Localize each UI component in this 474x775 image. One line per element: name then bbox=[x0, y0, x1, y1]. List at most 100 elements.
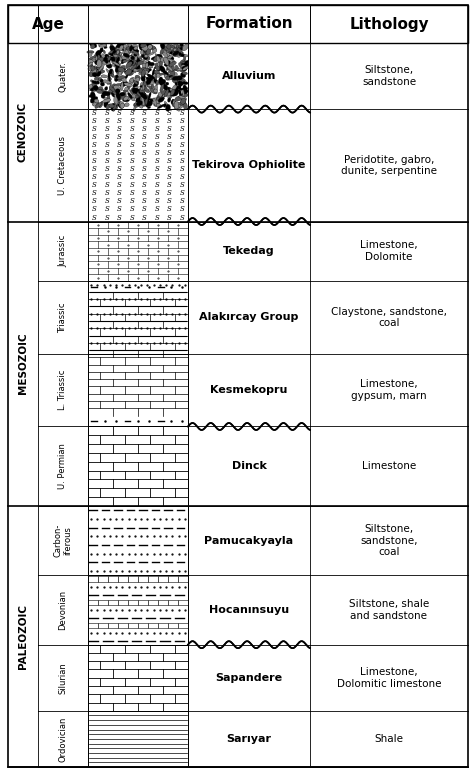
Ellipse shape bbox=[88, 70, 95, 75]
Ellipse shape bbox=[141, 87, 147, 90]
Ellipse shape bbox=[140, 50, 144, 55]
Ellipse shape bbox=[159, 97, 163, 101]
Ellipse shape bbox=[107, 57, 115, 60]
Ellipse shape bbox=[92, 67, 97, 74]
Text: S: S bbox=[179, 198, 184, 205]
Ellipse shape bbox=[122, 53, 129, 60]
Text: S: S bbox=[167, 133, 172, 141]
Ellipse shape bbox=[104, 97, 107, 100]
Text: Alluvium: Alluvium bbox=[222, 71, 276, 81]
Ellipse shape bbox=[172, 104, 176, 106]
Text: S: S bbox=[92, 213, 97, 222]
Ellipse shape bbox=[88, 53, 92, 57]
Ellipse shape bbox=[143, 93, 146, 95]
Ellipse shape bbox=[154, 78, 157, 84]
Ellipse shape bbox=[171, 92, 175, 96]
Text: S: S bbox=[129, 150, 134, 157]
Ellipse shape bbox=[142, 60, 149, 67]
Ellipse shape bbox=[101, 95, 105, 98]
Ellipse shape bbox=[131, 47, 138, 52]
Ellipse shape bbox=[167, 87, 173, 94]
Bar bbox=[118, 600, 128, 605]
Ellipse shape bbox=[89, 56, 96, 60]
Ellipse shape bbox=[164, 91, 170, 98]
Ellipse shape bbox=[142, 83, 145, 90]
Ellipse shape bbox=[121, 91, 126, 100]
Text: S: S bbox=[92, 141, 97, 150]
Ellipse shape bbox=[137, 58, 142, 60]
Text: L. Triassic: L. Triassic bbox=[58, 370, 67, 410]
Ellipse shape bbox=[182, 43, 189, 51]
Text: S: S bbox=[167, 198, 172, 205]
Text: S: S bbox=[92, 126, 97, 133]
Text: S: S bbox=[117, 174, 122, 181]
Ellipse shape bbox=[119, 102, 122, 109]
Ellipse shape bbox=[91, 44, 95, 49]
Ellipse shape bbox=[137, 101, 143, 105]
Ellipse shape bbox=[183, 65, 187, 71]
Text: U. Cretaceous: U. Cretaceous bbox=[58, 136, 67, 195]
Text: Peridotite, gabro,
dunite, serpentine: Peridotite, gabro, dunite, serpentine bbox=[341, 154, 437, 176]
Ellipse shape bbox=[146, 53, 154, 56]
Ellipse shape bbox=[114, 58, 118, 62]
Ellipse shape bbox=[169, 45, 175, 51]
Ellipse shape bbox=[112, 84, 117, 88]
Ellipse shape bbox=[126, 62, 132, 67]
Ellipse shape bbox=[183, 88, 186, 91]
Ellipse shape bbox=[141, 70, 145, 77]
Ellipse shape bbox=[129, 66, 135, 70]
Ellipse shape bbox=[113, 104, 117, 112]
Ellipse shape bbox=[128, 56, 133, 60]
Text: S: S bbox=[142, 174, 146, 181]
Ellipse shape bbox=[148, 92, 151, 99]
Ellipse shape bbox=[91, 95, 95, 98]
Ellipse shape bbox=[183, 54, 186, 62]
Bar bbox=[88, 506, 188, 575]
Ellipse shape bbox=[154, 70, 159, 74]
Ellipse shape bbox=[156, 103, 161, 108]
Ellipse shape bbox=[127, 50, 131, 53]
Ellipse shape bbox=[113, 51, 120, 57]
Ellipse shape bbox=[130, 78, 134, 82]
Ellipse shape bbox=[154, 70, 160, 75]
Text: S: S bbox=[155, 189, 159, 198]
Ellipse shape bbox=[167, 78, 172, 80]
Ellipse shape bbox=[166, 92, 171, 96]
Ellipse shape bbox=[93, 88, 97, 91]
Text: S: S bbox=[104, 117, 109, 125]
Bar bbox=[88, 622, 98, 628]
Ellipse shape bbox=[177, 81, 183, 85]
Ellipse shape bbox=[98, 78, 102, 81]
Ellipse shape bbox=[167, 45, 173, 50]
Ellipse shape bbox=[142, 71, 145, 78]
Ellipse shape bbox=[123, 90, 128, 92]
Ellipse shape bbox=[169, 71, 175, 78]
Ellipse shape bbox=[135, 75, 140, 81]
Ellipse shape bbox=[182, 67, 188, 71]
Ellipse shape bbox=[123, 94, 126, 98]
Ellipse shape bbox=[179, 70, 184, 72]
Text: S: S bbox=[179, 150, 184, 157]
Ellipse shape bbox=[92, 93, 96, 98]
Text: S: S bbox=[117, 141, 122, 150]
Ellipse shape bbox=[168, 67, 173, 73]
Text: Pamucakyayla: Pamucakyayla bbox=[204, 536, 293, 546]
Ellipse shape bbox=[111, 49, 116, 56]
Ellipse shape bbox=[163, 71, 166, 74]
Ellipse shape bbox=[115, 53, 117, 59]
Ellipse shape bbox=[140, 85, 146, 88]
Ellipse shape bbox=[94, 99, 99, 103]
Text: S: S bbox=[129, 133, 134, 141]
Ellipse shape bbox=[99, 64, 104, 71]
Ellipse shape bbox=[159, 77, 163, 85]
Ellipse shape bbox=[156, 55, 164, 59]
Ellipse shape bbox=[91, 59, 97, 62]
Ellipse shape bbox=[132, 88, 137, 94]
Ellipse shape bbox=[105, 57, 109, 63]
Ellipse shape bbox=[163, 52, 168, 57]
Bar bbox=[98, 600, 108, 605]
Ellipse shape bbox=[164, 46, 172, 52]
Ellipse shape bbox=[126, 46, 133, 52]
Text: S: S bbox=[104, 126, 109, 133]
Ellipse shape bbox=[174, 104, 180, 111]
